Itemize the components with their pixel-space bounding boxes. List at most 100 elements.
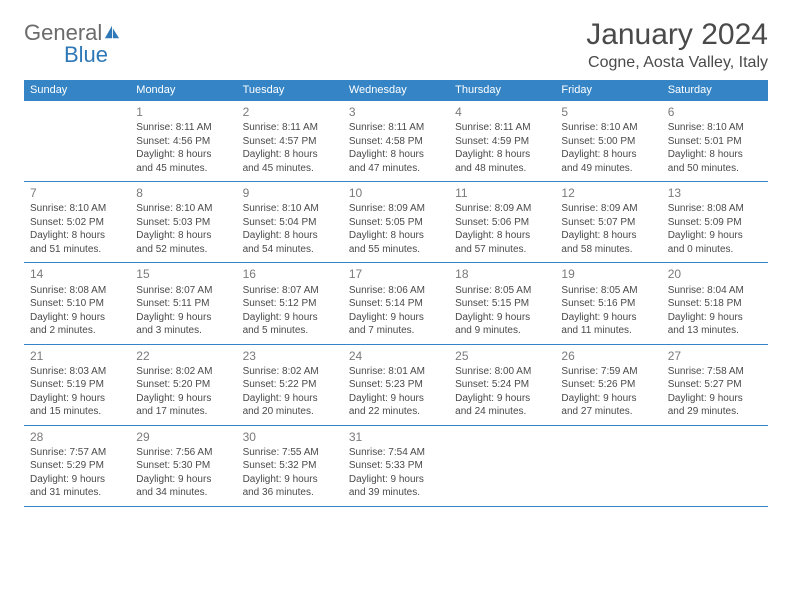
day-cell: 7Sunrise: 8:10 AMSunset: 5:02 PMDaylight… [24, 182, 130, 262]
weekday-tuesday: Tuesday [237, 80, 343, 101]
sunset-text: Sunset: 5:27 PM [668, 378, 762, 392]
day-cell: 17Sunrise: 8:06 AMSunset: 5:14 PMDayligh… [343, 263, 449, 343]
day-cell: 30Sunrise: 7:55 AMSunset: 5:32 PMDayligh… [237, 426, 343, 506]
day-number: 29 [136, 429, 230, 445]
day-cell: 13Sunrise: 8:08 AMSunset: 5:09 PMDayligh… [662, 182, 768, 262]
dl2-text: and 45 minutes. [136, 162, 230, 176]
day-number: 18 [455, 266, 549, 282]
day-number: 31 [349, 429, 443, 445]
calendar: Sunday Monday Tuesday Wednesday Thursday… [24, 80, 768, 507]
day-cell [24, 101, 130, 181]
day-cell: 9Sunrise: 8:10 AMSunset: 5:04 PMDaylight… [237, 182, 343, 262]
week-row: 14 Sunrise: 8:08 AMSunset: 5:10 PM Dayligh… [24, 263, 768, 344]
day-number: 4 [455, 104, 549, 120]
day-cell: 25Sunrise: 8:00 AMSunset: 5:24 PMDayligh… [449, 345, 555, 425]
dl1-text: Daylight: 9 hours [561, 392, 655, 406]
week-row: 7Sunrise: 8:10 AMSunset: 5:02 PMDaylight… [24, 182, 768, 263]
day-cell: 3Sunrise: 8:11 AMSunset: 4:58 PMDaylight… [343, 101, 449, 181]
sunset-text: Sunset: 5:02 PM [30, 216, 124, 230]
dl1-text: Daylight: 9 hours [668, 311, 762, 325]
dl2-text: and 50 minutes. [668, 162, 762, 176]
day-number: 14 [30, 266, 124, 282]
day-cell: 2Sunrise: 8:11 AMSunset: 4:57 PMDaylight… [237, 101, 343, 181]
day-cell: 12Sunrise: 8:09 AMSunset: 5:07 PMDayligh… [555, 182, 661, 262]
dl2-text: and 58 minutes. [561, 243, 655, 257]
dl2-text: and 45 minutes. [243, 162, 337, 176]
logo: GeneralBlue [24, 22, 121, 66]
dl2-text: and 29 minutes. [668, 405, 762, 419]
day-cell: 16Sunrise: 8:07 AMSunset: 5:12 PMDayligh… [237, 263, 343, 343]
dl2-text: and 52 minutes. [136, 243, 230, 257]
sunrise-text: Sunrise: 8:10 AM [30, 202, 124, 216]
sunrise-text: Sunrise: 8:05 AM [561, 284, 655, 298]
sunset-text: Sunset: 5:26 PM [561, 378, 655, 392]
sunrise-text: Sunrise: 8:04 AM [668, 284, 762, 298]
dl1-text: Daylight: 8 hours [561, 229, 655, 243]
weekday-friday: Friday [555, 80, 661, 101]
dl2-text: and 54 minutes. [243, 243, 337, 257]
day-cell [449, 426, 555, 506]
day-cell: 18Sunrise: 8:05 AMSunset: 5:15 PMDayligh… [449, 263, 555, 343]
day-cell: 24Sunrise: 8:01 AMSunset: 5:23 PMDayligh… [343, 345, 449, 425]
sunrise-text: Sunrise: 8:09 AM [349, 202, 443, 216]
dl1-text: Daylight: 8 hours [136, 229, 230, 243]
sunrise-text: Sunrise: 8:03 AM [30, 365, 124, 379]
sunrise-text: Sunrise: 8:02 AM [136, 365, 230, 379]
sunrise-text: Sunrise: 8:08 AM [30, 284, 124, 298]
dl2-text: and 57 minutes. [455, 243, 549, 257]
dl2-text: and 13 minutes. [668, 324, 762, 338]
sunrise-text: Sunrise: 7:54 AM [349, 446, 443, 460]
dl2-text: and 49 minutes. [561, 162, 655, 176]
sunset-text: Sunset: 5:33 PM [349, 459, 443, 473]
sunrise-text: Sunrise: 8:10 AM [136, 202, 230, 216]
dl1-text: Daylight: 9 hours [349, 311, 443, 325]
dl1-text: Daylight: 9 hours [243, 392, 337, 406]
dl1-text: Daylight: 9 hours [136, 311, 230, 325]
sunset-text: Sunset: 4:57 PM [243, 135, 337, 149]
dl2-text: and 17 minutes. [136, 405, 230, 419]
sunrise-text: Sunrise: 7:59 AM [561, 365, 655, 379]
dl1-text: Daylight: 9 hours [561, 311, 655, 325]
dl1-text: Daylight: 9 hours [30, 392, 124, 406]
sunset-text: Sunset: 5:00 PM [561, 135, 655, 149]
day-number: 6 [668, 104, 762, 120]
day-cell: 20Sunrise: 8:04 AMSunset: 5:18 PMDayligh… [662, 263, 768, 343]
day-number: 9 [243, 185, 337, 201]
day-cell: 21Sunrise: 8:03 AMSunset: 5:19 PMDayligh… [24, 345, 130, 425]
sunrise-text: Sunrise: 8:06 AM [349, 284, 443, 298]
dl2-text: and 24 minutes. [455, 405, 549, 419]
day-cell: 1Sunrise: 8:11 AMSunset: 4:56 PMDaylight… [130, 101, 236, 181]
day-number: 21 [30, 348, 124, 364]
dl1-text: Daylight: 9 hours [668, 392, 762, 406]
sunrise-text: Sunrise: 7:55 AM [243, 446, 337, 460]
day-number: 8 [136, 185, 230, 201]
dl2-text: and 47 minutes. [349, 162, 443, 176]
dl1-text: Daylight: 9 hours [136, 392, 230, 406]
sunset-text: Sunset: 5:01 PM [668, 135, 762, 149]
sunrise-text: Sunrise: 7:57 AM [30, 446, 124, 460]
day-cell [555, 426, 661, 506]
sunset-text: Sunset: 5:05 PM [349, 216, 443, 230]
dl1-text: Daylight: 8 hours [243, 148, 337, 162]
sunset-text: Sunset: 5:16 PM [561, 297, 655, 311]
dl1-text: Daylight: 9 hours [455, 311, 549, 325]
sunset-text: Sunset: 5:11 PM [136, 297, 230, 311]
dl1-text: Daylight: 8 hours [243, 229, 337, 243]
dl1-text: Daylight: 9 hours [30, 473, 124, 487]
day-number: 3 [349, 104, 443, 120]
dl1-text: Daylight: 9 hours [136, 473, 230, 487]
sunset-text: Sunset: 5:06 PM [455, 216, 549, 230]
sunrise-text: Sunrise: 8:08 AM [668, 202, 762, 216]
sunrise-text: Sunrise: 8:00 AM [455, 365, 549, 379]
sunset-text: Sunset: 4:59 PM [455, 135, 549, 149]
sunset-text: Sunset: 5:32 PM [243, 459, 337, 473]
weekday-saturday: Saturday [662, 80, 768, 101]
dl1-text: Daylight: 8 hours [455, 229, 549, 243]
header-row: GeneralBlue January 2024 Cogne, Aosta Va… [24, 18, 768, 72]
weekday-thursday: Thursday [449, 80, 555, 101]
day-cell: 5Sunrise: 8:10 AMSunset: 5:00 PMDaylight… [555, 101, 661, 181]
day-number: 2 [243, 104, 337, 120]
day-number: 26 [561, 348, 655, 364]
sunset-text: Sunset: 5:10 PM [30, 297, 124, 311]
sunset-text: Sunset: 5:23 PM [349, 378, 443, 392]
